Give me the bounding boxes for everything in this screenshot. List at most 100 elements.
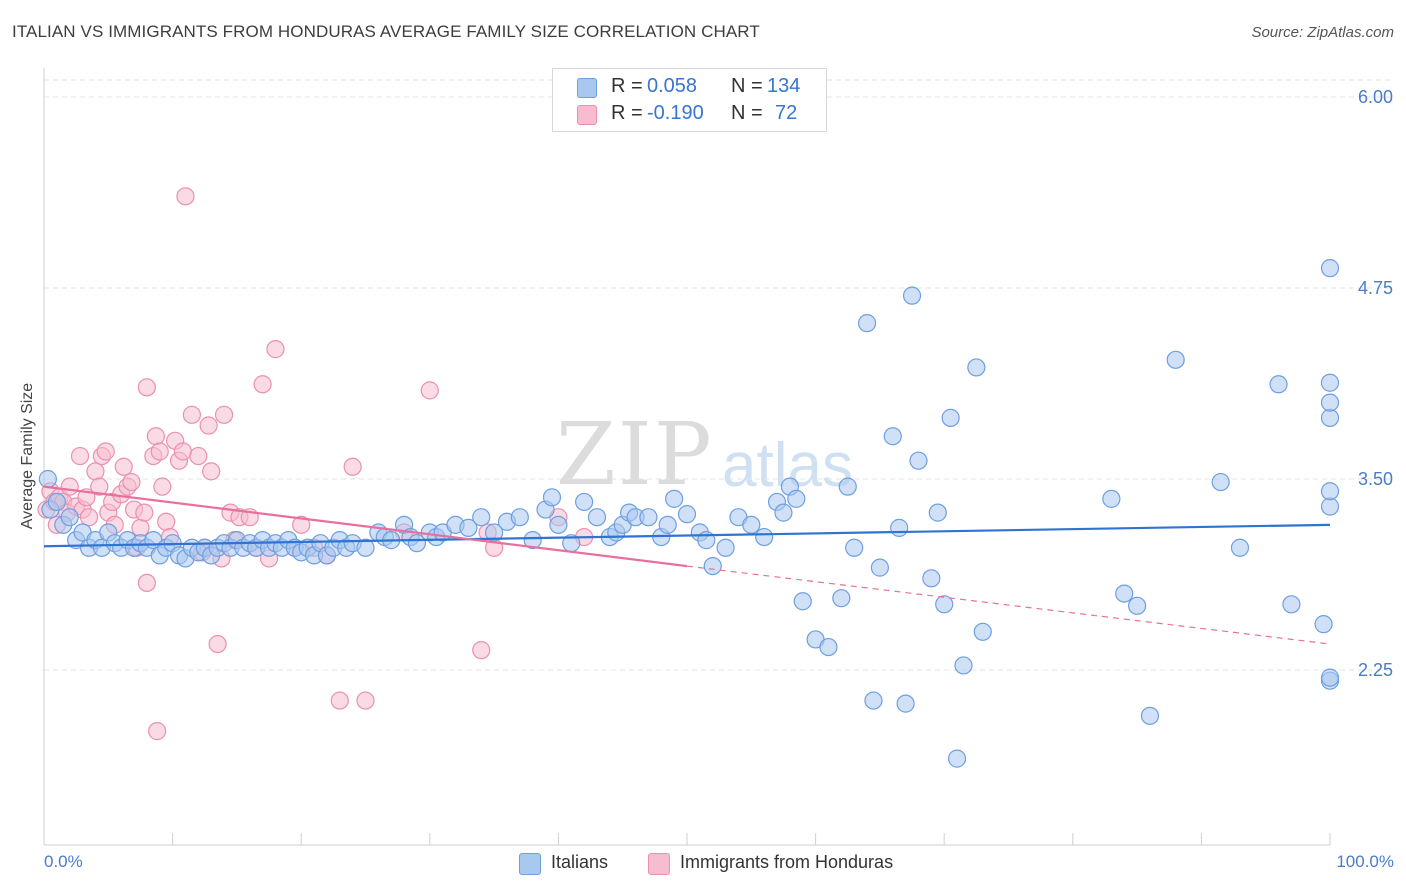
honduras-point (253, 375, 272, 394)
italian-point (1102, 489, 1121, 508)
italian-point (459, 518, 478, 537)
honduras-trend-extension (686, 565, 1331, 645)
honduras-point (86, 462, 105, 481)
honduras-point (472, 641, 491, 660)
italian-point (60, 508, 79, 527)
italian-point (941, 408, 960, 427)
honduras-point (202, 462, 221, 481)
italian-point (902, 286, 922, 305)
italian-point (896, 694, 915, 713)
legend-swatch-honduras (577, 105, 597, 125)
honduras-trend-line (43, 485, 688, 568)
honduras-point (214, 405, 234, 424)
gridlines (44, 79, 1392, 671)
italian-point (716, 538, 735, 557)
legend-r-label: R = (611, 75, 643, 97)
italian-point (1320, 668, 1340, 687)
honduras-point (199, 416, 218, 435)
bottom-legend-swatch-italians (519, 853, 541, 875)
honduras-point (137, 573, 156, 593)
italian-point (793, 592, 812, 611)
y-tick-labels: 6.00 4.75 3.50 2.25 (1358, 87, 1393, 680)
legend-n-value: 134 (767, 75, 801, 97)
italian-point (883, 427, 902, 446)
italian-point (864, 691, 883, 710)
italian-point (838, 477, 857, 496)
italian-point (787, 489, 806, 508)
y-tick-label: 2.25 (1358, 660, 1393, 680)
italian-point (973, 622, 992, 641)
x-tick-label-max: 100.0% (1336, 852, 1394, 871)
italian-point (549, 515, 568, 534)
bottom-legend-italians: Italians (551, 852, 609, 872)
italian-point (954, 656, 973, 675)
legend-n-label: N = (731, 75, 763, 97)
italian-point (38, 469, 57, 489)
honduras-point (157, 512, 176, 531)
honduras-point (122, 472, 141, 492)
honduras-point (60, 477, 79, 496)
italian-point (1320, 497, 1340, 516)
legend-n-value: 72 (775, 102, 798, 124)
italian-point (523, 531, 542, 550)
x-tick-label-min: 0.0% (44, 852, 83, 871)
italian-point (472, 508, 491, 527)
italian-point (774, 503, 793, 522)
honduras-point (292, 515, 311, 534)
honduras-point (356, 691, 375, 710)
italian-point (356, 538, 375, 557)
italian-point (1282, 595, 1301, 614)
italian-point (890, 518, 909, 537)
honduras-point (135, 503, 154, 522)
italian-point (47, 492, 66, 512)
italian-point (1230, 538, 1250, 557)
honduras-point (176, 187, 195, 206)
italian-point (1320, 373, 1340, 392)
italians-points (38, 259, 1340, 768)
y-tick-label: 3.50 (1358, 469, 1393, 489)
italian-point (1320, 259, 1340, 278)
honduras-point (189, 446, 208, 466)
honduras-point (420, 381, 439, 400)
honduras-point (90, 477, 109, 496)
bottom-legend-swatch-honduras (648, 853, 670, 875)
italian-point (909, 451, 928, 470)
honduras-point (70, 446, 90, 466)
honduras-point (146, 427, 165, 446)
italian-point (755, 527, 774, 547)
correlation-legend: R = 0.058 N = 134 R = -0.190 N = 72 (552, 68, 827, 132)
italian-point (575, 492, 594, 512)
italian-point (510, 508, 529, 527)
honduras-point (114, 457, 133, 476)
italian-point (922, 569, 941, 588)
honduras-point (137, 378, 156, 397)
italian-point (1115, 584, 1134, 603)
source-label: Source: ZipAtlas.com (1251, 24, 1394, 41)
italian-point (1140, 706, 1160, 725)
italian-point (845, 538, 864, 557)
honduras-point (266, 340, 285, 359)
italian-point (542, 488, 562, 507)
trend-lines (43, 485, 1331, 645)
italian-point (832, 589, 851, 608)
honduras-point (153, 477, 172, 496)
italian-point (967, 358, 986, 377)
honduras-point (79, 508, 99, 527)
italian-point (1269, 375, 1288, 394)
italian-point (1166, 350, 1185, 369)
axes (43, 68, 1331, 846)
italian-point (947, 749, 967, 768)
italian-point (677, 505, 697, 524)
honduras-point (173, 442, 192, 461)
y-axis-title: Average Family Size (19, 382, 36, 530)
italian-point (587, 508, 607, 527)
honduras-point (208, 634, 227, 654)
watermark-zip: ZIP (556, 405, 714, 505)
italian-point (639, 508, 658, 527)
honduras-points (37, 187, 594, 741)
y-tick-label: 6.00 (1358, 87, 1393, 107)
honduras-point (330, 691, 349, 710)
italian-point (935, 595, 954, 614)
y-tick-label: 4.75 (1358, 278, 1393, 298)
